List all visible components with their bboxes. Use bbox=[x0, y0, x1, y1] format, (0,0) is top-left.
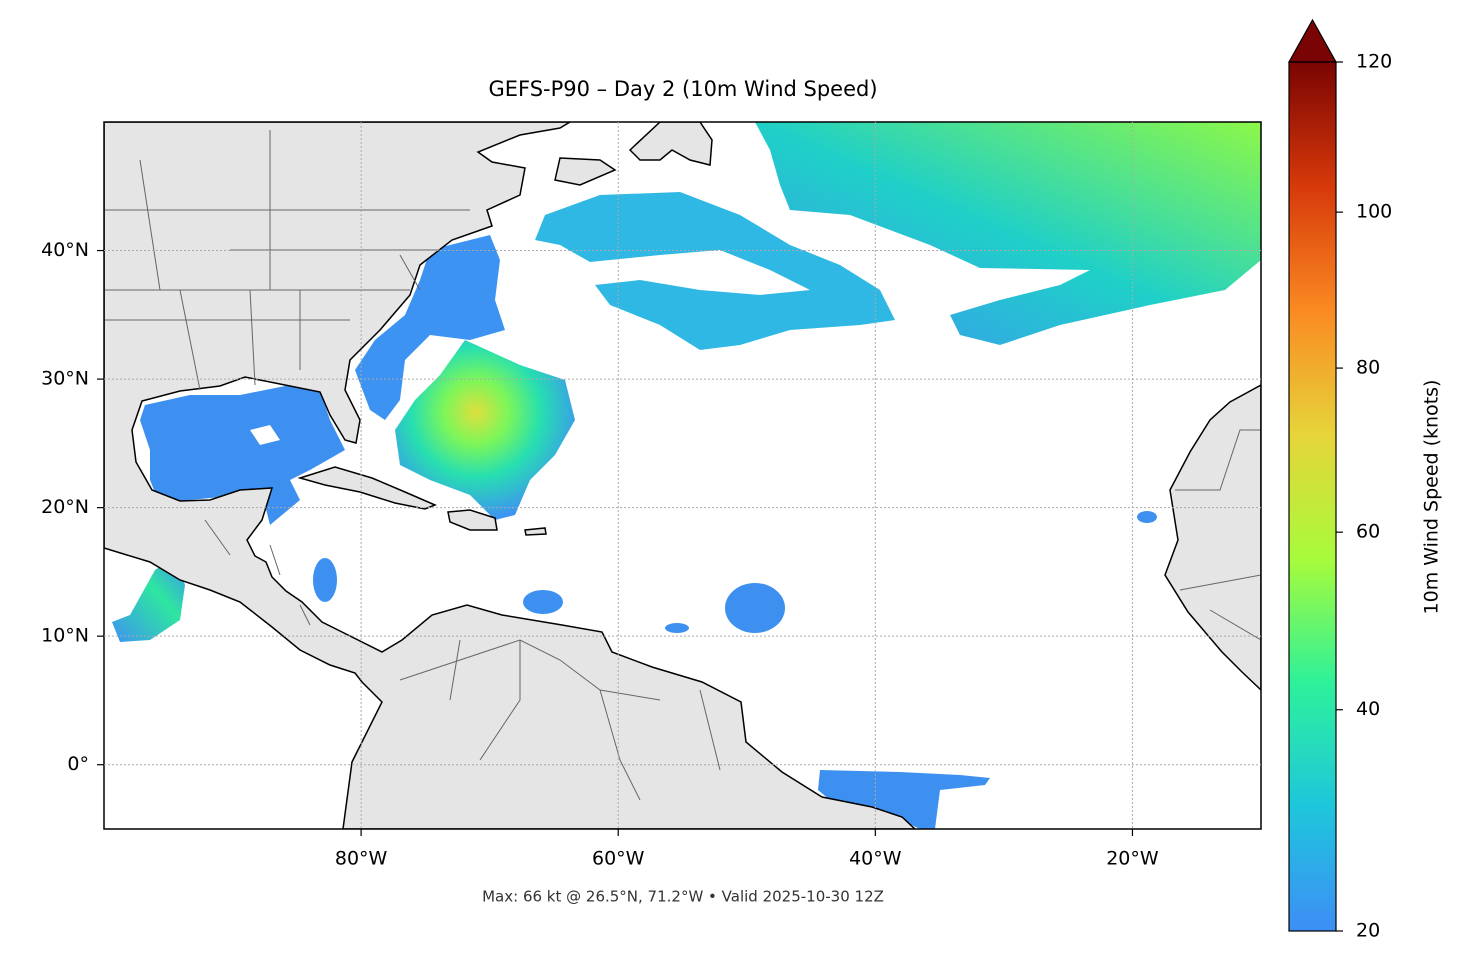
land bbox=[1164, 384, 1261, 692]
colorbar-frame bbox=[1288, 61, 1337, 932]
y-tick-label: 40°N bbox=[41, 239, 89, 261]
y-tick-label: 20°N bbox=[41, 496, 89, 518]
land bbox=[554, 157, 617, 186]
land bbox=[628, 122, 713, 166]
caption: Max: 66 kt @ 26.5°N, 71.2°W • Valid 2025… bbox=[482, 888, 884, 906]
colorbar-tick-label: 60 bbox=[1356, 521, 1380, 543]
land bbox=[447, 509, 498, 531]
colorbar bbox=[1289, 62, 1336, 931]
colorbar-label: 10m Wind Speed (knots) bbox=[1421, 380, 1443, 615]
colorbar-tick-label: 100 bbox=[1356, 201, 1392, 223]
colorbar-tick-label: 120 bbox=[1356, 51, 1392, 73]
borders bbox=[104, 130, 1261, 801]
x-tick-label: 20°W bbox=[1106, 848, 1159, 870]
colorbar-tick-label: 80 bbox=[1356, 357, 1380, 379]
land bbox=[104, 122, 917, 829]
y-tick-label: 0° bbox=[67, 753, 89, 775]
x-tick-label: 40°W bbox=[849, 848, 902, 870]
map-title: GEFS-P90 – Day 2 (10m Wind Speed) bbox=[488, 77, 877, 101]
y-tick-label: 30°N bbox=[41, 368, 89, 390]
colorbar-extension bbox=[1287, 18, 1338, 63]
map-frame bbox=[103, 121, 1262, 830]
colorbar-tick-label: 40 bbox=[1356, 698, 1380, 720]
y-tick-label: 10°N bbox=[41, 625, 89, 647]
map-area bbox=[104, 122, 1261, 829]
land bbox=[297, 466, 437, 510]
colorbar-tick-label: 20 bbox=[1356, 920, 1380, 942]
x-tick-label: 60°W bbox=[592, 848, 645, 870]
land bbox=[524, 527, 547, 536]
x-tick-label: 80°W bbox=[335, 848, 388, 870]
